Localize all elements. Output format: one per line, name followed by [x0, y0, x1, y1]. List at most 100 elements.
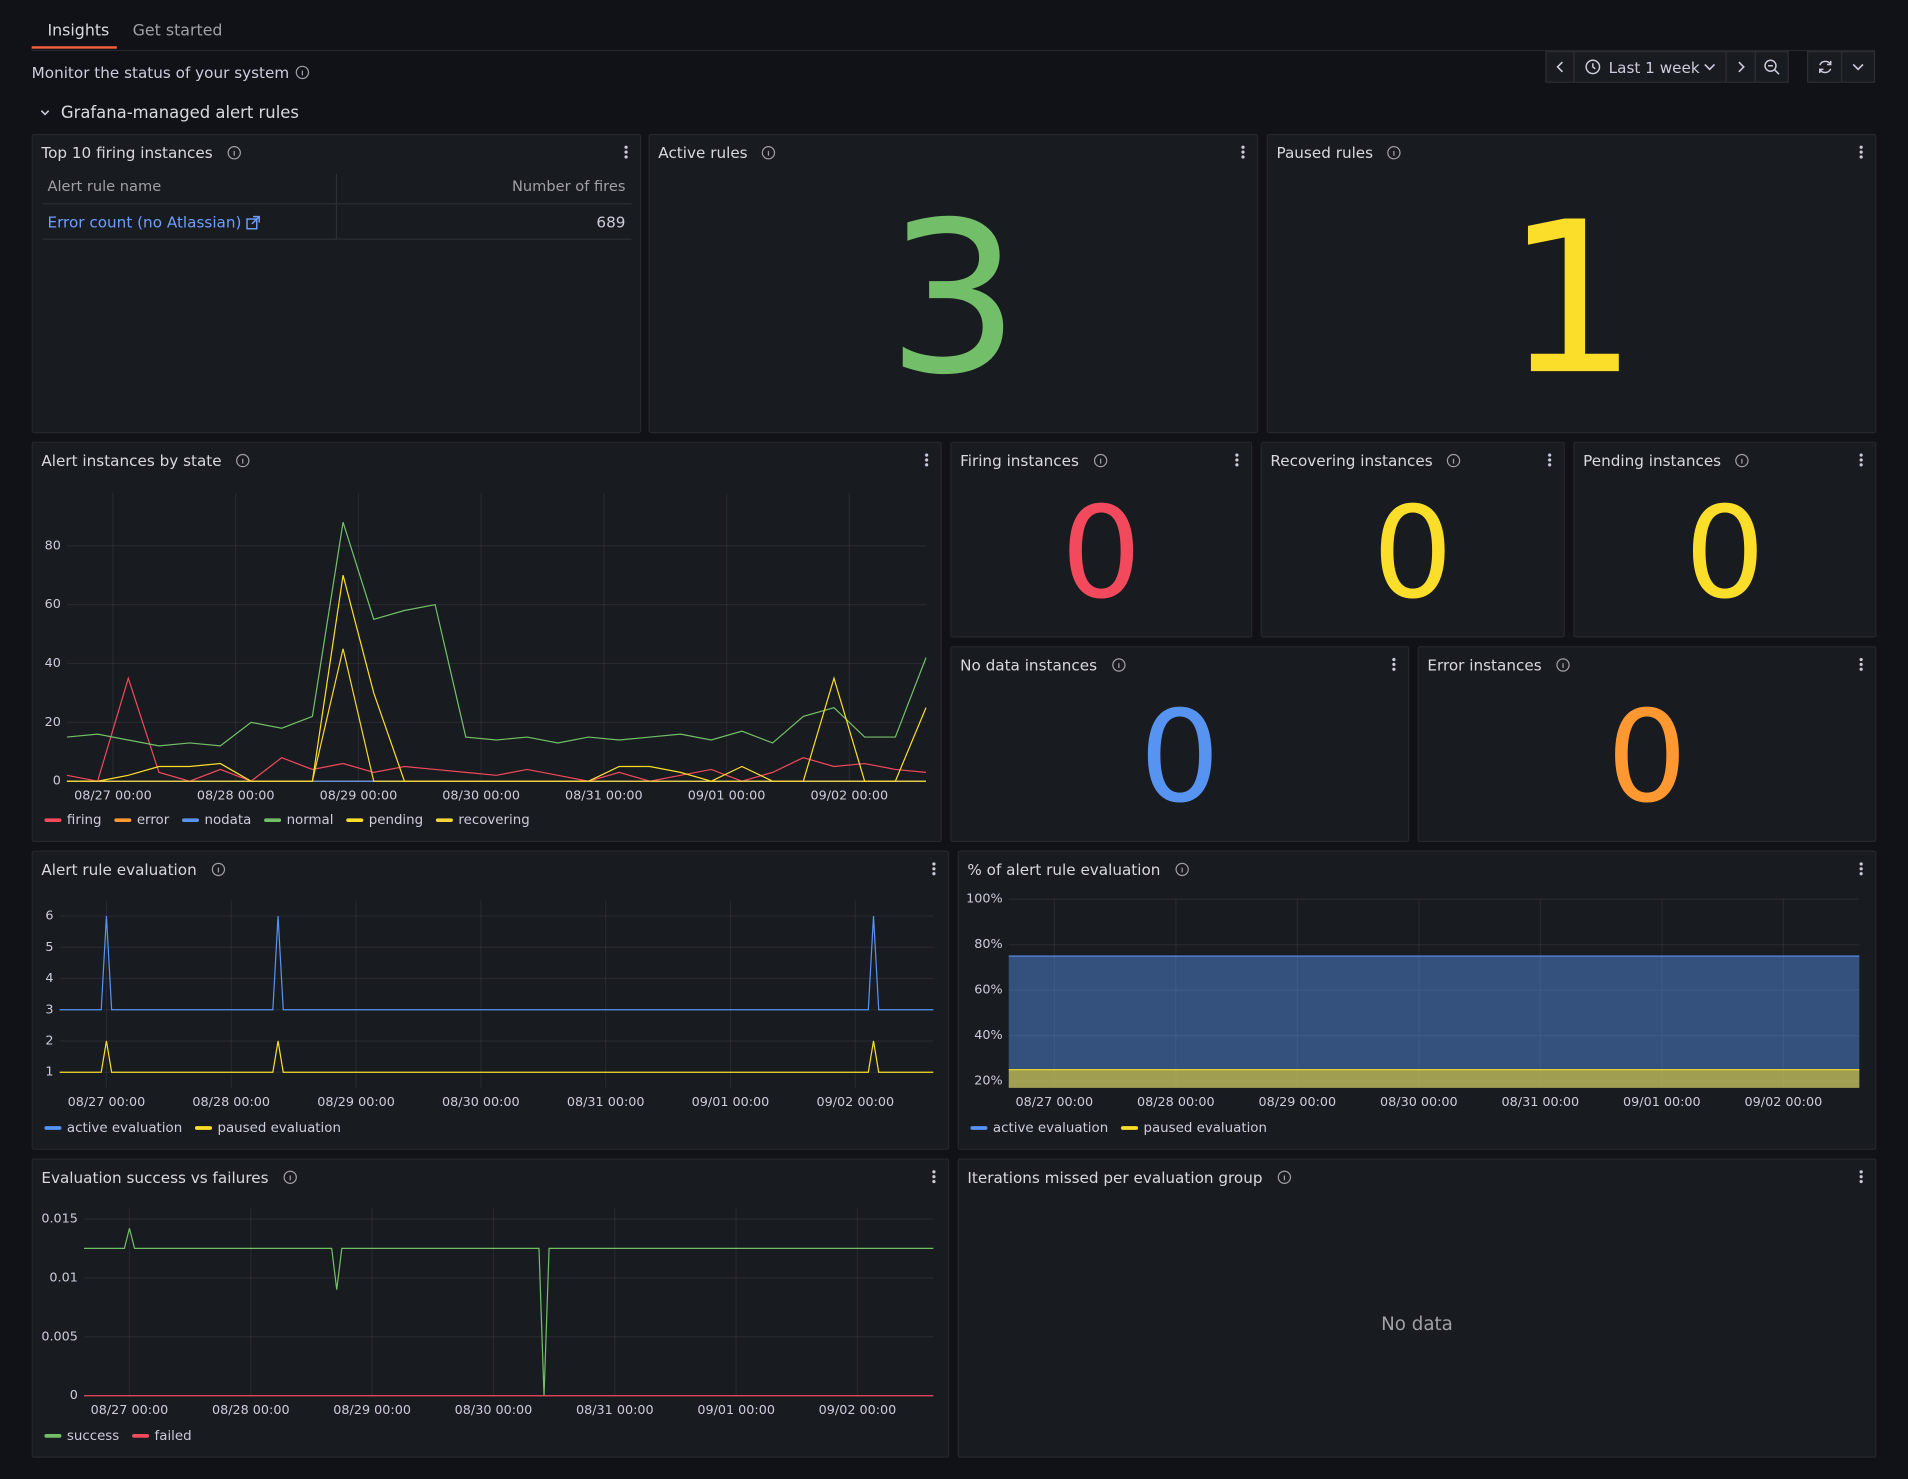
panel-title: No data instances — [960, 655, 1098, 674]
line — [59, 916, 934, 1011]
panel-menu[interactable] — [932, 1169, 936, 1184]
x-tick-label: 09/02 00:00 — [1745, 1095, 1823, 1110]
chevron — [1556, 61, 1563, 73]
area — [1008, 956, 1860, 1088]
x-tick-label: 08/29 00:00 — [320, 788, 398, 803]
chart: 20% 40% 60% 80% 100% 08/27 00:00 08/28 00:00 08… — [966, 892, 1860, 1136]
panel-header: Error instances — [1427, 655, 1570, 674]
panel-title: Paused rules — [1276, 142, 1374, 162]
next-button[interactable] — [1725, 51, 1756, 83]
legend-label: active evaluation — [993, 1121, 1108, 1136]
info-icon — [762, 145, 776, 159]
zoom-out-button[interactable] — [1754, 51, 1789, 83]
x-tick-label: 08/31 00:00 — [1502, 1095, 1580, 1110]
legend-label: success — [67, 1429, 119, 1444]
section-header[interactable]: Grafana-managed alert rules — [39, 103, 299, 123]
panel-menu[interactable] — [1547, 452, 1552, 468]
x-tick-label: 08/31 00:00 — [565, 788, 643, 803]
prev-button[interactable] — [1545, 51, 1575, 83]
stat-value: 3 — [886, 176, 1020, 422]
x-tick-label: 09/01 00:00 — [1623, 1095, 1701, 1110]
info-icon — [211, 862, 225, 876]
info-icon — [1556, 657, 1570, 672]
x-tick-label: 08/27 00:00 — [91, 1403, 169, 1418]
legend-label: pending — [369, 813, 423, 828]
x-tick-label: 09/02 00:00 — [810, 788, 888, 803]
y-tick-label: 0.01 — [49, 1270, 77, 1285]
x-tick-label: 09/01 00:00 — [692, 1095, 770, 1110]
panel-menu[interactable] — [924, 452, 929, 468]
info-icon — [295, 65, 309, 80]
panel-menu[interactable] — [1392, 657, 1396, 672]
panel-title: Iterations missed per evaluation group — [967, 1167, 1263, 1186]
panel-menu[interactable] — [1235, 452, 1239, 468]
refresh-button[interactable] — [1807, 51, 1843, 83]
stat-value: 0 — [1606, 682, 1688, 831]
panel-header: Recovering instances — [1270, 450, 1461, 469]
panel-title: Firing instances — [960, 450, 1079, 470]
panel-menu[interactable] — [1859, 657, 1863, 672]
chevron — [1852, 63, 1864, 71]
panel-title: Evaluation success vs failures — [41, 1167, 269, 1186]
column-header: Number of fires — [511, 177, 626, 195]
x-tick-label: 08/27 00:00 — [74, 788, 152, 803]
row-border — [42, 203, 632, 205]
line — [83, 1228, 934, 1396]
y-tick-label: 6 — [45, 909, 53, 924]
y-tick-label: 60% — [974, 983, 1002, 998]
y-tick-label: 60 — [45, 597, 61, 612]
panel-header: Firing instances — [960, 450, 1107, 469]
x-tick-label: 08/28 00:00 — [1137, 1095, 1215, 1110]
cell: 689 — [596, 212, 626, 232]
panel-header: Evaluation success vs failures — [41, 1167, 297, 1186]
panel: Top 10 firing instances Alert rule name … — [31, 133, 642, 434]
x-tick-label: 08/28 00:00 — [197, 788, 275, 803]
y-tick-label: 0 — [53, 774, 61, 789]
panel-menu[interactable] — [1241, 144, 1245, 160]
x-tick-label: 08/28 00:00 — [192, 1095, 270, 1110]
panel-title: Error instances — [1427, 655, 1542, 674]
stat-value: 0 — [1684, 477, 1766, 627]
panel-menu[interactable] — [1859, 1169, 1863, 1184]
panel: No data instances 0 — [950, 646, 1410, 843]
x-tick-label: 08/30 00:00 — [1380, 1095, 1458, 1110]
panel-header: % of alert rule evaluation — [967, 859, 1189, 878]
section-title: Grafana-managed alert rules — [60, 103, 299, 123]
panel-header: Paused rules — [1276, 142, 1402, 162]
zoom-icon — [1764, 59, 1780, 75]
panel-title: % of alert rule evaluation — [967, 859, 1161, 878]
legend-label: firing — [67, 813, 102, 828]
line — [66, 575, 927, 782]
panel-title: Active rules — [658, 142, 748, 162]
time-range: Last 1 week — [1608, 57, 1700, 77]
panel-header: Alert rule evaluation — [41, 859, 225, 878]
refresh-icon — [1818, 60, 1831, 74]
legend-label: nodata — [205, 813, 252, 828]
line — [66, 648, 927, 782]
legend-label: paused evaluation — [217, 1121, 340, 1136]
panel-header: Active rules — [658, 142, 776, 162]
table-link[interactable]: Error count (no Atlassian) — [47, 212, 261, 232]
panel-menu[interactable] — [624, 144, 628, 160]
time-picker[interactable]: Last 1 week — [1573, 51, 1727, 83]
tab[interactable]: Get started — [132, 21, 223, 41]
x-tick-label: 08/30 00:00 — [442, 1095, 520, 1110]
description-row: Monitor the status of your system — [32, 63, 309, 82]
panel-menu[interactable] — [1859, 861, 1863, 877]
stat-value: 0 — [1372, 477, 1454, 627]
panel-title: Alert instances by state — [41, 450, 222, 470]
x-tick-label: 09/02 00:00 — [816, 1095, 894, 1110]
cell: Error count (no Atlassian) — [47, 212, 242, 232]
info-icon — [1447, 453, 1461, 467]
x-tick-label: 09/02 00:00 — [819, 1403, 897, 1418]
refresh-interval-button[interactable] — [1841, 51, 1876, 83]
line — [66, 676, 927, 782]
panel-menu[interactable] — [1859, 144, 1863, 160]
line — [59, 1040, 934, 1073]
tab[interactable]: Insights — [47, 21, 110, 41]
y-tick-label: 2 — [45, 1034, 53, 1049]
panel-menu[interactable] — [932, 861, 936, 877]
panel-menu[interactable] — [1859, 452, 1863, 468]
info-icon — [1111, 657, 1126, 672]
